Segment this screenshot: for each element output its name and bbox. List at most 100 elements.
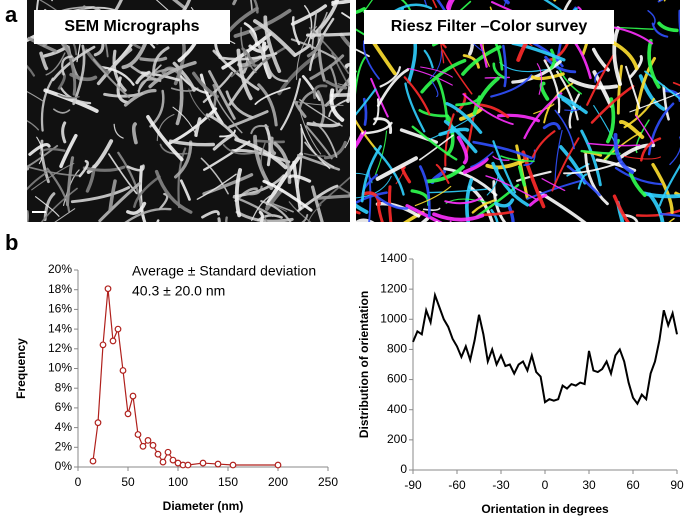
fiber — [447, 224, 491, 235]
fiber — [435, 220, 439, 222]
fiber — [40, 139, 50, 184]
fiber — [156, 219, 160, 222]
fiber — [86, 139, 114, 174]
y-axis-label: Distribution of orientation — [357, 291, 371, 438]
fiber — [420, 217, 429, 222]
fiber — [188, 88, 211, 121]
data-line — [92, 288, 278, 466]
fiber — [344, 135, 350, 149]
fiber — [108, 153, 138, 195]
fiber — [225, 90, 254, 119]
y-tick-label: 0% — [55, 459, 73, 473]
fiber — [323, 140, 347, 160]
x-tick-label: 200 — [268, 475, 288, 489]
fiber — [53, 108, 71, 114]
fiber — [407, 67, 453, 86]
fiber — [500, 155, 535, 163]
y-tick-label: 800 — [387, 342, 407, 356]
fiber — [98, 65, 135, 86]
fiber — [316, 90, 326, 127]
fiber — [435, 163, 450, 184]
y-tick-label: 18% — [48, 282, 72, 296]
x-tick-label: 30 — [582, 478, 596, 492]
fiber — [39, 51, 49, 71]
x-tick-label: -90 — [404, 478, 422, 492]
fiber — [356, 203, 369, 214]
fiber — [628, 171, 647, 197]
fiber — [291, 16, 301, 46]
fiber — [78, 159, 89, 178]
y-tick-label: 400 — [387, 402, 407, 416]
fiber — [536, 63, 543, 95]
fiber — [126, 164, 145, 172]
y-tick-label: 16% — [48, 302, 72, 316]
fiber — [346, 45, 350, 103]
fiber — [360, 144, 382, 203]
fiber — [356, 130, 365, 147]
fiber — [152, 46, 170, 77]
fiber — [310, 185, 324, 222]
fiber — [658, 163, 680, 207]
fiber — [668, 217, 675, 222]
fiber — [297, 184, 339, 212]
fiber — [70, 186, 131, 204]
fiber — [595, 158, 637, 172]
fiber — [28, 143, 51, 156]
fiber — [543, 59, 561, 114]
fiber — [436, 77, 449, 121]
fiber — [393, 3, 433, 13]
panel-label: a — [5, 2, 18, 27]
caption: Riesz Filter –Color survey — [391, 18, 588, 35]
fiber — [625, 65, 641, 110]
fiber — [443, 119, 478, 154]
fiber — [39, 147, 66, 155]
fiber — [40, 187, 78, 222]
fiber — [427, 188, 488, 194]
fiber — [429, 50, 442, 79]
fiber — [337, 83, 350, 87]
y-axis-label: Frequency — [14, 338, 28, 399]
fiber — [253, 19, 297, 57]
fiber — [121, 42, 147, 70]
fiber — [265, 152, 304, 206]
fiber — [194, 117, 202, 137]
fiber — [444, 197, 482, 205]
fiber — [628, 55, 643, 79]
data-point — [94, 419, 102, 427]
x-tick-label: 150 — [218, 475, 238, 489]
fiber — [329, 88, 345, 122]
fiber — [531, 130, 556, 159]
fiber — [40, 77, 54, 132]
fiber — [331, 0, 339, 7]
fiber — [250, 124, 269, 135]
fiber — [362, 97, 368, 126]
fiber — [131, 122, 138, 145]
fiber — [65, 156, 75, 207]
x-tick-label: 60 — [626, 478, 640, 492]
fiber — [419, 134, 454, 161]
fiber — [126, 201, 147, 215]
fiber — [96, 47, 133, 86]
fiber — [117, 151, 143, 208]
x-tick-label: -60 — [448, 478, 466, 492]
fiber — [201, 210, 220, 219]
fiber — [634, 56, 657, 117]
fiber — [241, 47, 257, 68]
y-tick-label: 200 — [387, 432, 407, 446]
fiber — [494, 198, 515, 208]
fiber — [303, 5, 313, 45]
fiber — [375, 195, 409, 210]
fiber — [429, 114, 477, 140]
fiber — [139, 56, 168, 62]
fiber — [258, 210, 264, 222]
fiber — [411, 125, 458, 161]
fiber — [644, 70, 680, 101]
fiber — [418, 109, 450, 118]
fiber — [356, 191, 388, 205]
data-point — [184, 461, 192, 469]
fiber — [356, 88, 377, 116]
fiber — [339, 32, 350, 49]
data-point — [154, 450, 162, 458]
fiber — [612, 26, 623, 86]
fiber — [544, 55, 577, 74]
